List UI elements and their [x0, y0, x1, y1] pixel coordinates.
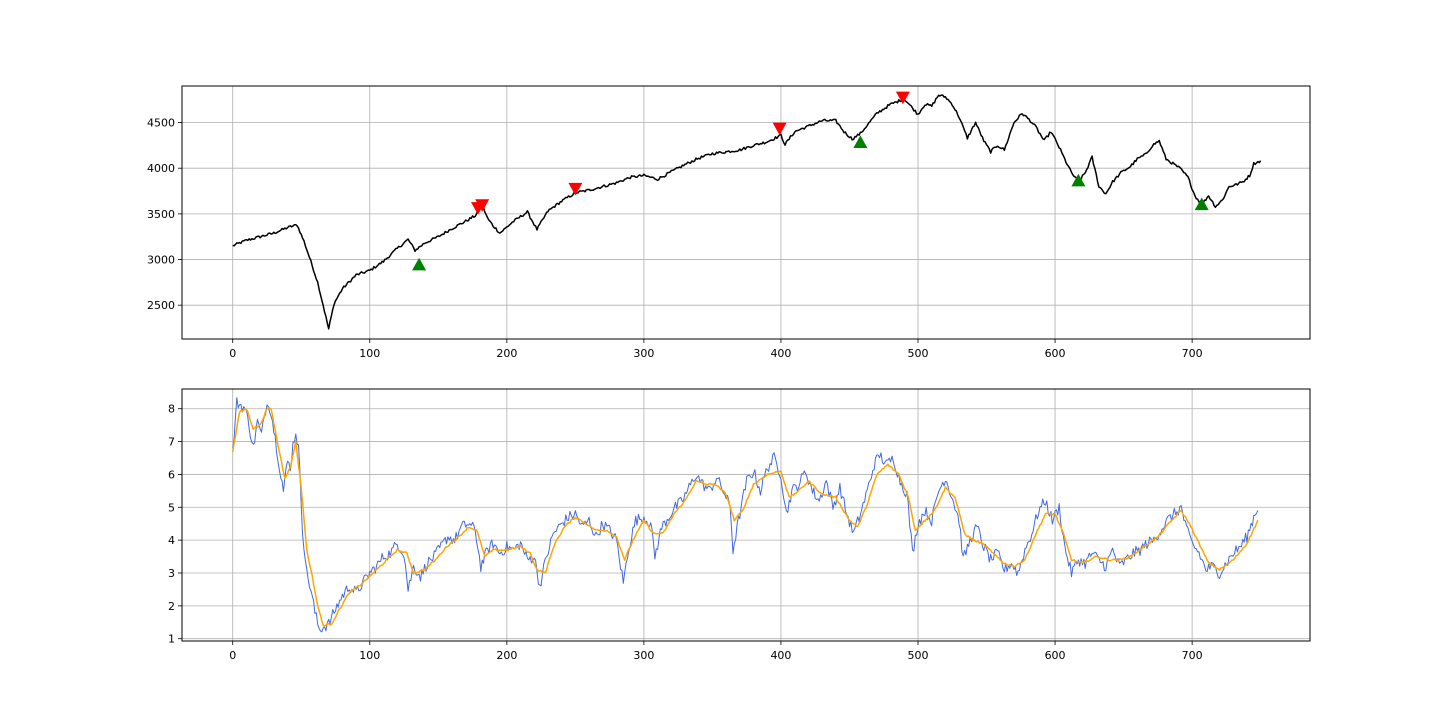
y-tick-label: 2 [168, 600, 175, 613]
y-tick-label: 8 [168, 403, 175, 416]
x-tick-label: 300 [633, 347, 654, 360]
x-tick-label: 700 [1182, 347, 1203, 360]
x-tick-label: 200 [496, 649, 517, 662]
y-tick-label: 1 [168, 633, 175, 646]
y-tick-label: 5 [168, 501, 175, 514]
sell-signal-marker [772, 122, 787, 136]
sell-signal-marker [568, 182, 583, 196]
grid [182, 86, 1310, 339]
y-tick-label: 4000 [147, 162, 175, 175]
series-line-1 [231, 407, 1259, 627]
x-tick-label: 600 [1045, 649, 1066, 662]
x-tick-label: 200 [496, 347, 517, 360]
x-tick-label: 400 [770, 649, 791, 662]
x-tick-label: 500 [908, 347, 929, 360]
y-tick-label: 4 [168, 534, 175, 547]
buy-signal-marker [1194, 197, 1209, 211]
y-tick-label: 6 [168, 468, 175, 481]
y-tick-label: 7 [168, 436, 175, 449]
y-tick-label: 2500 [147, 299, 175, 312]
x-tick-label: 400 [770, 347, 791, 360]
buy-signal-marker [1071, 173, 1086, 187]
sell-signal-marker [895, 91, 910, 105]
x-tick-label: 300 [633, 649, 654, 662]
y-tick-label: 3 [168, 567, 175, 580]
x-tick-label: 700 [1182, 649, 1203, 662]
x-tick-label: 0 [229, 347, 236, 360]
grid [182, 389, 1310, 641]
x-tick-label: 0 [229, 649, 236, 662]
sell-signal-marker [475, 199, 490, 212]
x-tick-label: 500 [908, 649, 929, 662]
series-line-0 [232, 94, 1262, 330]
buy-signal-marker [853, 135, 868, 148]
x-tick-label: 100 [359, 347, 380, 360]
axes-frame [181, 85, 1311, 340]
x-tick-label: 100 [359, 649, 380, 662]
axes-frame [181, 388, 1311, 642]
lower-indicator-chart: 0 100 200 300 400 500 600 700 1 2 3 4 5 6 7 8 [168, 388, 1311, 662]
x-tick-label: 600 [1045, 347, 1066, 360]
y-tick-label: 3500 [147, 208, 175, 221]
upper-price-chart: 0 100 200 300 400 500 600 700 2500 3000 3500 4000 45… [147, 85, 1311, 360]
series-line-0 [232, 397, 1259, 633]
buy-signal-marker [412, 257, 427, 271]
y-tick-label: 4500 [147, 117, 175, 130]
y-tick-label: 3000 [147, 254, 175, 267]
